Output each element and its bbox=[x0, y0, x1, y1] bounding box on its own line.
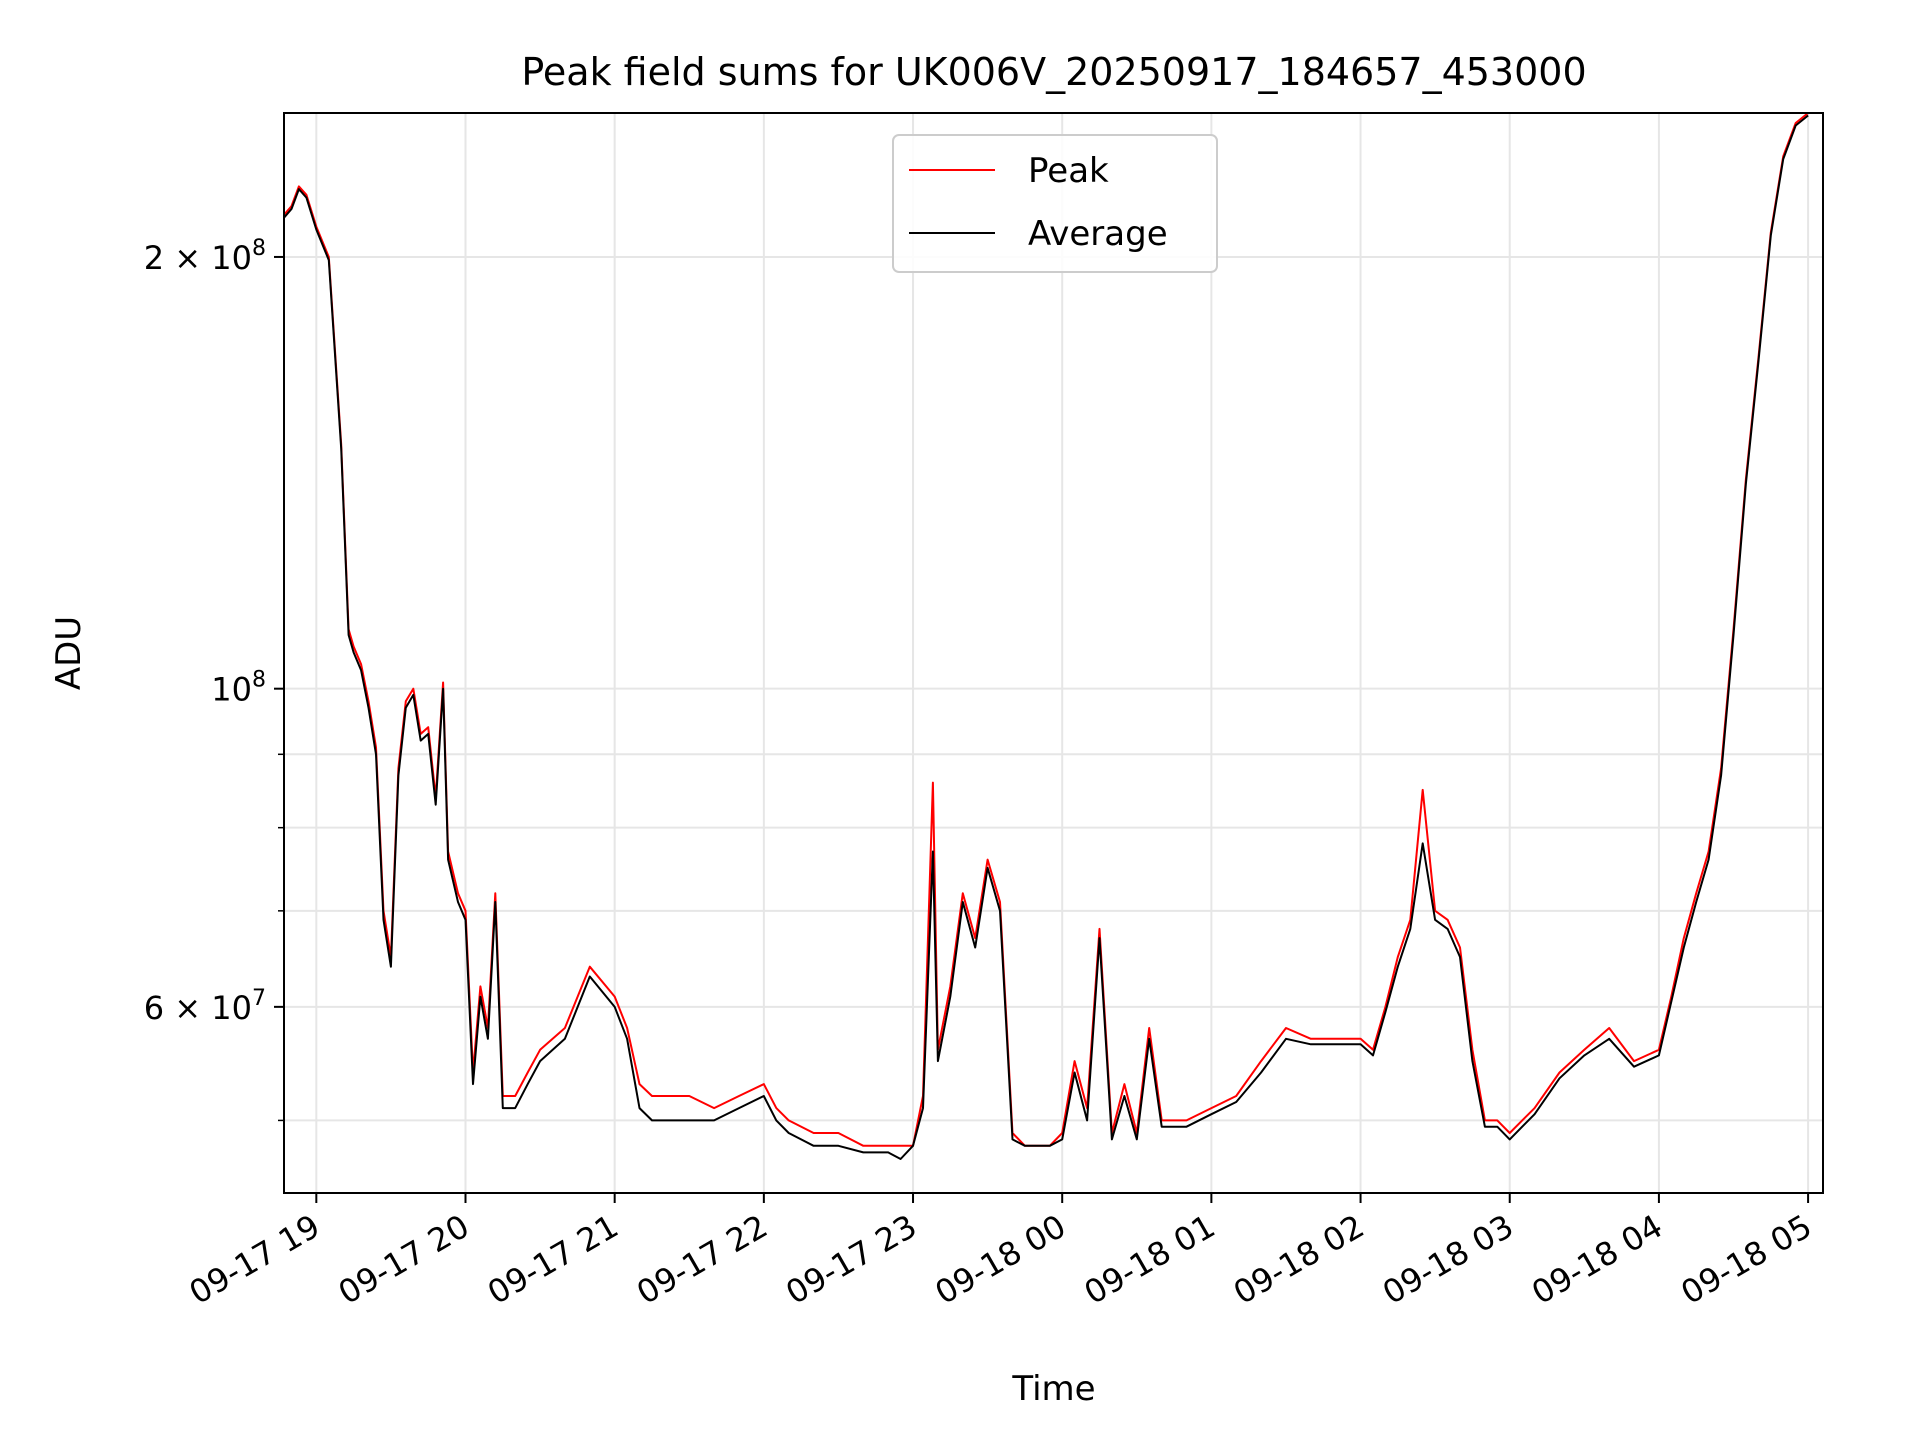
y-tick-label: 6 × 107 bbox=[144, 986, 266, 1027]
y-tick-label: 2 × 108 bbox=[144, 236, 266, 277]
y-axis-ticks: 108 2 × 108 6 × 107 bbox=[144, 236, 284, 1122]
legend: Peak Average bbox=[892, 134, 1218, 273]
y-tick-label: 108 bbox=[211, 668, 266, 709]
plot-frame bbox=[283, 112, 1824, 1194]
series-line-average bbox=[283, 114, 1809, 1160]
legend-label-peak: Peak bbox=[1028, 151, 1109, 191]
x-axis-label: Time bbox=[1011, 1369, 1095, 1409]
y-axis-label: ADU bbox=[49, 616, 89, 690]
legend-label-average: Average bbox=[1028, 214, 1168, 254]
chart-title: Peak field sums for UK006V_20250917_1846… bbox=[521, 50, 1586, 94]
grid bbox=[284, 113, 1823, 1193]
plot-lines bbox=[283, 112, 1809, 1160]
